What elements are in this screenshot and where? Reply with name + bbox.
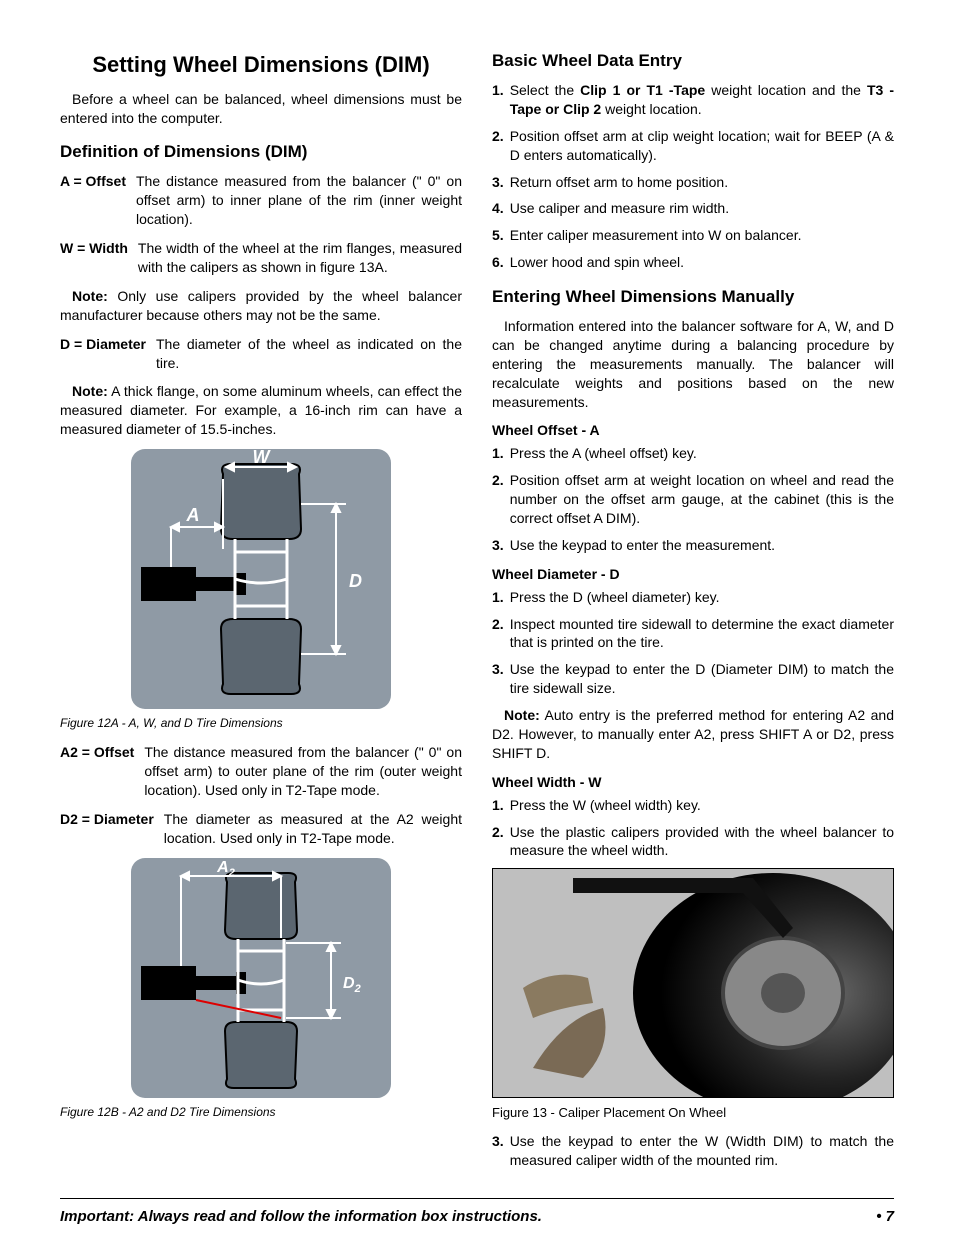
subhead-definitions: Definition of Dimensions (DIM) — [60, 141, 462, 164]
step-num: 1. — [492, 81, 510, 119]
def-w-desc: The width of the wheel at the rim flange… — [138, 239, 462, 277]
diam-step-3: 3.Use the keypad to enter the D (Diamete… — [492, 660, 894, 698]
def-d: D = Diameter The diameter of the wheel a… — [60, 335, 462, 373]
diam-step-2: 2.Inspect mounted tire sidewall to deter… — [492, 615, 894, 653]
figure-12b: A2 D2 — [131, 858, 391, 1098]
fig12a-caption: Figure 12A - A, W, and D Tire Dimensions — [60, 715, 462, 731]
basic-step-2: 2.Position offset arm at clip weight loc… — [492, 127, 894, 165]
basic-step-5: 5.Enter caliper measurement into W on ba… — [492, 226, 894, 245]
page-footer: Important: Always read and follow the in… — [60, 1198, 894, 1227]
subhead-basic-entry: Basic Wheel Data Entry — [492, 50, 894, 73]
basic-step-4: 4.Use caliper and measure rim width. — [492, 199, 894, 218]
step-text: Select the Clip 1 or T1 -Tape weight loc… — [510, 81, 894, 119]
offset-step-2: 2.Position offset arm at weight location… — [492, 471, 894, 528]
offset-step-1: 1.Press the A (wheel offset) key. — [492, 444, 894, 463]
figure-12a: W A D — [131, 449, 391, 709]
def-a: A = Offset The distance measured from th… — [60, 172, 462, 229]
width-step-3: 3.Use the keypad to enter the W (Width D… — [492, 1132, 894, 1170]
offset-step-3: 3.Use the keypad to enter the measuremen… — [492, 536, 894, 555]
width-step-2: 2.Use the plastic calipers provided with… — [492, 823, 894, 861]
fig13-caption: Figure 13 - Caliper Placement On Wheel — [492, 1104, 894, 1122]
def-a2: A2 = Offset The distance measured from t… — [60, 743, 462, 800]
fig12a-a-label: A — [186, 505, 200, 525]
note-text-2: A thick flange, on some aluminum wheels,… — [60, 383, 462, 437]
main-heading: Setting Wheel Dimensions (DIM) — [60, 50, 462, 80]
note-auto-entry: Note: Auto entry is the preferred method… — [492, 706, 894, 763]
note-flange: Note: A thick flange, on some aluminum w… — [60, 382, 462, 439]
def-d2: D2 = Diameter The diameter as measured a… — [60, 810, 462, 848]
width-step-1: 1.Press the W (wheel width) key. — [492, 796, 894, 815]
subhead-offset-a: Wheel Offset - A — [492, 421, 894, 440]
subhead-diameter-d: Wheel Diameter - D — [492, 565, 894, 584]
diam-step-1: 1.Press the D (wheel diameter) key. — [492, 588, 894, 607]
basic-step-1: 1. Select the Clip 1 or T1 -Tape weight … — [492, 81, 894, 119]
subhead-width-w: Wheel Width - W — [492, 773, 894, 792]
basic-step-3: 3.Return offset arm to home position. — [492, 173, 894, 192]
def-d2-term: D2 = Diameter — [60, 810, 164, 848]
fig12b-caption: Figure 12B - A2 and D2 Tire Dimensions — [60, 1104, 462, 1120]
note-label: Note: — [72, 288, 108, 304]
basic-step-6: 6.Lower hood and spin wheel. — [492, 253, 894, 272]
def-w: W = Width The width of the wheel at the … — [60, 239, 462, 277]
subhead-manual-entry: Entering Wheel Dimensions Manually — [492, 286, 894, 309]
def-d2-desc: The diameter as measured at the A2 weigh… — [164, 810, 462, 848]
footer-text: Important: Always read and follow the in… — [60, 1207, 542, 1227]
left-column: Setting Wheel Dimensions (DIM) Before a … — [60, 50, 462, 1178]
note-calipers: Note: Only use calipers provided by the … — [60, 287, 462, 325]
def-d-term: D = Diameter — [60, 335, 156, 373]
manual-intro: Information entered into the balancer so… — [492, 317, 894, 411]
intro-para: Before a wheel can be balanced, wheel di… — [60, 90, 462, 128]
def-a-desc: The distance measured from the balancer … — [136, 172, 462, 229]
fig12a-w-label: W — [253, 449, 272, 467]
right-column: Basic Wheel Data Entry 1. Select the Cli… — [492, 50, 894, 1178]
fig12a-d-label: D — [349, 571, 362, 591]
note-label-2: Note: — [72, 383, 108, 399]
footer-page: • 7 — [876, 1207, 894, 1227]
def-d-desc: The diameter of the wheel as indicated o… — [156, 335, 462, 373]
def-a2-term: A2 = Offset — [60, 743, 144, 800]
figure-13 — [492, 868, 894, 1098]
note-text: Only use calipers provided by the wheel … — [60, 288, 462, 323]
def-a-term: A = Offset — [60, 172, 136, 229]
def-w-term: W = Width — [60, 239, 138, 277]
def-a2-desc: The distance measured from the balancer … — [144, 743, 462, 800]
